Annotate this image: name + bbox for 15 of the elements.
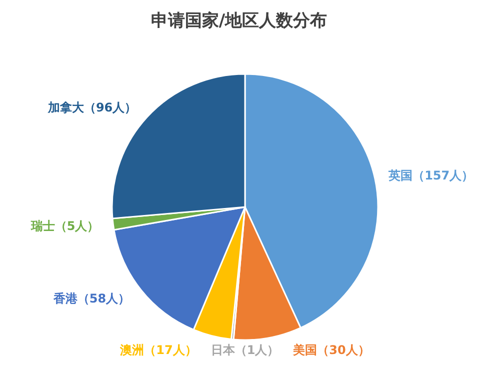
slice-label: 美国 [292,343,318,357]
slice-label: 瑞士 [30,218,55,233]
data-label: （5人） [54,218,100,233]
data-label: （17人） [144,343,197,357]
data-label: （30人） [317,343,370,357]
data-label: （58人） [77,292,130,306]
data-label: （96人） [84,100,137,115]
chart-title: 申请国家/地区人数分布 [150,11,328,31]
slice-label: 澳洲 [119,343,144,357]
slice-label: 加拿大 [46,100,85,115]
slice-label: 英国 [388,168,413,183]
data-label: （1人） [234,343,280,357]
slice-label: 日本 [210,343,236,357]
data-label: （157人） [412,168,474,183]
slice-label: 香港 [52,292,78,306]
